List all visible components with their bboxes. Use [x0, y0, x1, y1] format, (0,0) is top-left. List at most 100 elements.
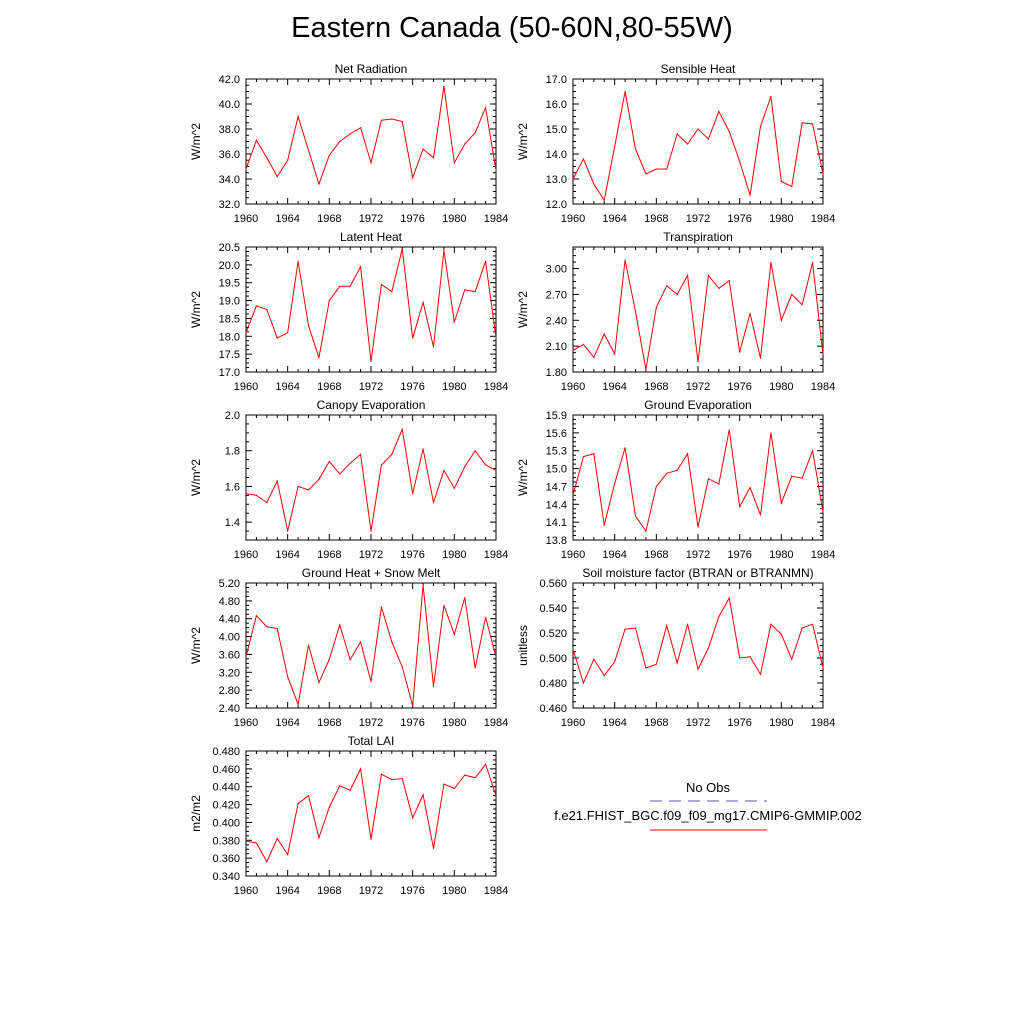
data-point — [349, 659, 351, 661]
chart-panel-5: 1960 1964 1968 1972 1976 1980 1984 1.4 1.6 1.8 2.0… — [189, 398, 508, 561]
data-point — [318, 357, 320, 359]
y-tick-label: 20.5 — [219, 242, 240, 254]
data-point — [811, 123, 814, 125]
y-axis-label: unitless — [516, 625, 530, 666]
x-tick-label: 1984 — [484, 381, 508, 393]
x-tick-label: 1968 — [317, 717, 341, 729]
data-point — [255, 842, 258, 844]
x-tick-label: 1968 — [644, 381, 668, 393]
y-tick-label: 0.460 — [212, 764, 240, 776]
x-tick-label: 1972 — [359, 885, 383, 897]
y-axis-label: W/m^2 — [189, 627, 203, 664]
x-tick-label: 1964 — [275, 885, 299, 897]
data-point — [370, 530, 372, 532]
x-tick-label: 1972 — [686, 549, 710, 561]
x-tick-label: 1976 — [400, 885, 424, 897]
data-point — [582, 158, 585, 160]
data-point — [287, 676, 289, 678]
x-tick-label: 1968 — [644, 549, 668, 561]
data-point — [484, 763, 487, 765]
data-point — [707, 274, 710, 277]
data-point — [328, 460, 330, 463]
data-point — [707, 138, 710, 140]
x-tick-label: 1980 — [442, 213, 466, 225]
x-tick-label: 1960 — [561, 213, 585, 225]
data-point — [349, 789, 351, 791]
x-tick-label: 1964 — [602, 213, 626, 225]
data-point — [443, 783, 445, 785]
data-point — [624, 90, 626, 93]
x-tick-label: 1972 — [686, 717, 710, 729]
data-point — [822, 173, 824, 175]
data-point — [276, 837, 278, 840]
x-tick-label: 1984 — [484, 549, 508, 561]
data-point — [453, 633, 455, 635]
x-tick-label: 1980 — [769, 549, 793, 561]
panel-title: Ground Heat + Snow Melt — [302, 566, 441, 580]
data-point — [614, 661, 616, 663]
x-tick-label: 1980 — [442, 717, 466, 729]
y-tick-label: 0.540 — [539, 603, 567, 615]
plot-frame — [245, 582, 497, 709]
data-point — [655, 663, 657, 665]
data-point — [676, 293, 678, 296]
data-point — [645, 368, 647, 371]
data-point — [359, 266, 362, 268]
chart-panel-7: 1960 1964 1968 1972 1976 1980 1984 2.40 2.80 3.20… — [189, 566, 508, 729]
data-point — [255, 494, 258, 496]
y-tick-label: 38.0 — [219, 124, 240, 136]
y-tick-label: 0.480 — [539, 678, 567, 690]
y-tick-label: 36.0 — [219, 149, 240, 161]
y-tick-label: 16.0 — [546, 99, 567, 111]
data-point — [359, 127, 362, 129]
data-point — [645, 530, 647, 532]
data-point — [380, 464, 383, 466]
x-tick-label: 1980 — [769, 381, 793, 393]
y-tick-label: 0.520 — [539, 628, 567, 640]
data-point — [297, 703, 299, 706]
data-point — [432, 157, 435, 159]
y-tick-label: 18.5 — [219, 313, 240, 325]
data-point — [359, 641, 362, 643]
y-tick-label: 4.00 — [219, 632, 240, 644]
data-point — [474, 667, 476, 669]
series-line — [245, 585, 497, 707]
x-tick-label: 1972 — [359, 213, 383, 225]
series-line — [245, 427, 497, 532]
y-tick-label: 1.4 — [225, 517, 240, 529]
chart-panels: 1960 1964 1968 1972 1976 1980 1984 32.0 34.0 36.0… — [189, 62, 835, 897]
data-point — [822, 354, 824, 356]
data-point — [266, 626, 268, 628]
x-tick-label: 1976 — [400, 213, 424, 225]
data-point — [245, 168, 247, 170]
data-point — [759, 673, 762, 675]
data-point — [349, 133, 351, 135]
data-point — [380, 773, 383, 775]
data-point — [474, 291, 476, 293]
data-point — [245, 332, 247, 334]
x-tick-label: 1960 — [234, 213, 258, 225]
x-tick-label: 1972 — [359, 381, 383, 393]
data-point — [339, 473, 341, 475]
y-tick-label: 0.360 — [212, 853, 240, 865]
data-point — [255, 614, 258, 617]
legend: No Obs f.e21.FHIST_BGC.f09_f09_mg17.CMIP… — [554, 780, 862, 831]
data-point — [676, 469, 678, 471]
x-tick-label: 1964 — [275, 549, 299, 561]
data-point — [328, 299, 330, 302]
data-point — [422, 301, 424, 303]
y-tick-label: 0.440 — [212, 782, 240, 794]
y-tick-label: 0.420 — [212, 800, 240, 812]
y-tick-label: 2.70 — [546, 289, 567, 301]
x-tick-label: 1976 — [400, 549, 424, 561]
data-point — [370, 838, 372, 840]
data-point — [318, 681, 320, 684]
data-point — [464, 466, 466, 468]
data-point — [370, 360, 372, 362]
data-point — [593, 356, 595, 358]
data-point — [572, 349, 574, 352]
y-tick-label: 18.0 — [219, 331, 240, 343]
y-tick-label: 14.7 — [546, 481, 567, 493]
y-tick-label: 0.480 — [212, 746, 240, 758]
x-tick-label: 1968 — [317, 381, 341, 393]
